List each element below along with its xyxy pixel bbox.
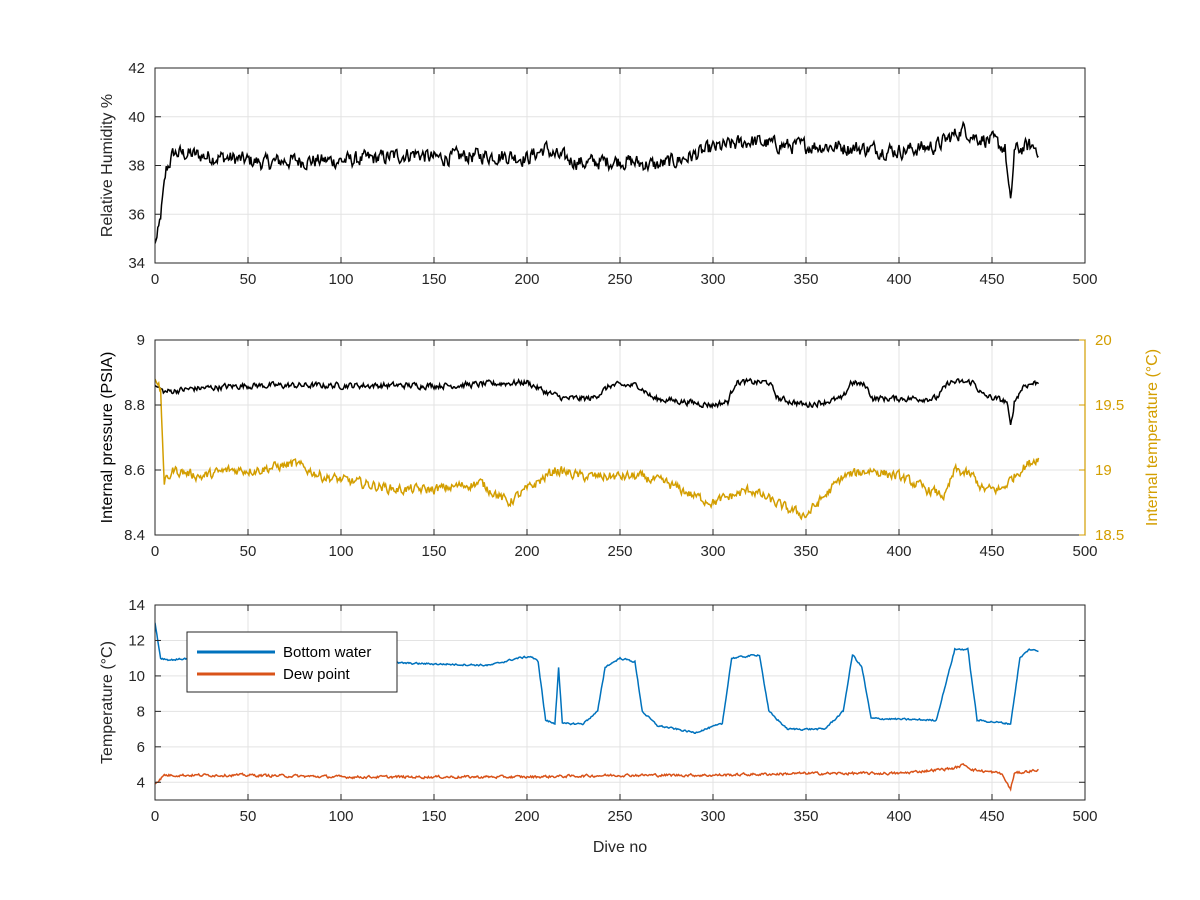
x-tick-label: 250	[607, 271, 632, 288]
series-2-2-line	[155, 378, 1040, 521]
x-tick-label: 100	[328, 271, 353, 288]
y2-tick-label: 19.5	[1095, 397, 1124, 414]
y-axis-label: Temperature (°C)	[99, 641, 116, 764]
y-tick-label: 8.6	[124, 462, 145, 479]
y-axis-label: Internal pressure (PSIA)	[99, 352, 116, 524]
x-tick-label: 450	[979, 543, 1004, 560]
x-tick-label: 200	[514, 271, 539, 288]
series-1-1-line	[155, 120, 1039, 244]
legend-label: Dew point	[283, 666, 351, 683]
legend-box	[186, 631, 398, 693]
y-tick-label: 12	[128, 632, 145, 649]
x-tick-label: 500	[1072, 543, 1097, 560]
x-tick-label: 150	[421, 808, 446, 825]
x-tick-label: 300	[700, 808, 725, 825]
x-tick-label: 0	[151, 271, 159, 288]
y-tick-label: 8	[137, 703, 145, 720]
x-tick-label: 300	[700, 543, 725, 560]
panel-2: 0 50 100 150 200 250 300 350 400 450 500 8.4 8.6 8.8 9…	[99, 332, 1161, 560]
y-tick-label: 8.4	[124, 527, 145, 544]
y-tick-label: 6	[137, 739, 145, 756]
panel-3: 0 50 100 150 200 250 300 350 400 450 500 4 6 8 10 12 14 T…	[99, 597, 1098, 856]
y-tick-label: 10	[128, 668, 145, 685]
x-tick-label: 500	[1072, 808, 1097, 825]
x-tick-label: 300	[700, 271, 725, 288]
panel-1: 0 50 100 150 200 250 300 350 400 450 500 34 36 38 40 42…	[99, 60, 1098, 288]
x-tick-label: 0	[151, 808, 159, 825]
legend-label: Bottom water	[283, 644, 371, 661]
x-tick-label: 100	[328, 808, 353, 825]
x-tick-label: 400	[886, 271, 911, 288]
x-tick-label: 400	[886, 808, 911, 825]
series-dew-point-line	[155, 763, 1039, 792]
y-tick-label: 42	[128, 60, 145, 77]
y-tick-label: 36	[128, 206, 145, 223]
x-axis-label: Dive no	[593, 839, 647, 856]
y-tick-label: 38	[128, 158, 145, 175]
y2-tick-label: 20	[1095, 332, 1112, 349]
x-tick-label: 250	[607, 543, 632, 560]
x-tick-label: 50	[240, 543, 257, 560]
x-tick-label: 200	[514, 808, 539, 825]
x-tick-label: 50	[240, 808, 257, 825]
y-tick-label: 34	[128, 255, 145, 272]
x-tick-label: 500	[1072, 271, 1097, 288]
y-tick-label: 9	[137, 332, 145, 349]
x-tick-label: 150	[421, 271, 446, 288]
y-tick-label: 4	[137, 774, 145, 791]
y2-tick-label: 18.5	[1095, 527, 1124, 544]
x-tick-label: 350	[793, 271, 818, 288]
y-axis-label: Relative Humidity %	[99, 94, 116, 237]
x-tick-label: 150	[421, 543, 446, 560]
y-tick-label: 14	[128, 597, 145, 614]
x-tick-label: 450	[979, 808, 1004, 825]
x-tick-label: 250	[607, 808, 632, 825]
y-tick-label: 8.8	[124, 397, 145, 414]
y2-axis-label: Internal temperature (°C)	[1144, 349, 1161, 526]
x-tick-label: 100	[328, 543, 353, 560]
legend: Bottom water Dew point	[186, 631, 398, 693]
y-tick-label: 40	[128, 109, 145, 126]
x-tick-label: 350	[793, 808, 818, 825]
y2-tick-label: 19	[1095, 462, 1112, 479]
x-tick-label: 50	[240, 271, 257, 288]
x-tick-label: 350	[793, 543, 818, 560]
x-tick-label: 0	[151, 543, 159, 560]
x-tick-label: 200	[514, 543, 539, 560]
series-2-1-line	[155, 377, 1040, 426]
x-tick-label: 450	[979, 271, 1004, 288]
x-tick-label: 400	[886, 543, 911, 560]
